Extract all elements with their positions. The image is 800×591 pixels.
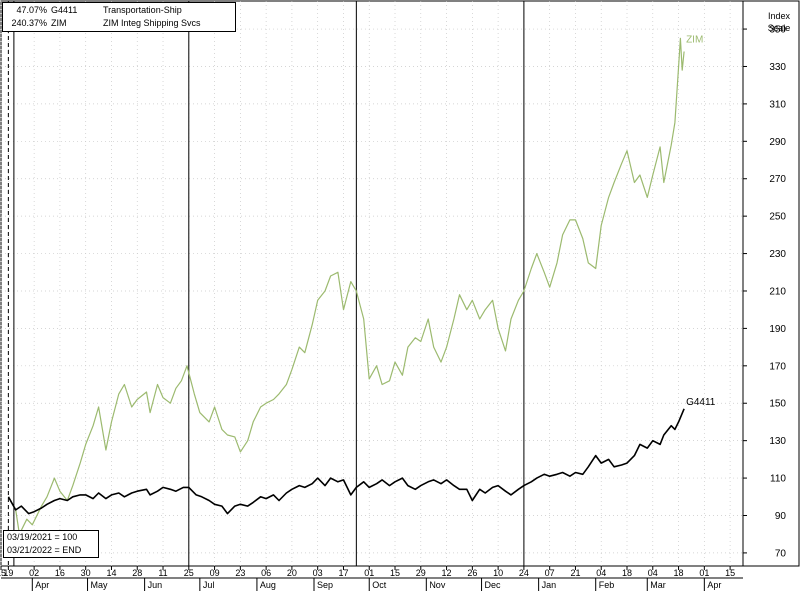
- month-label: Feb: [599, 580, 615, 590]
- y-tick-label: 290: [769, 137, 786, 148]
- y-tick-label: 130: [769, 436, 786, 447]
- y-tick-label: 270: [769, 174, 786, 185]
- month-label: Nov: [429, 580, 446, 590]
- x-tick-label: 03: [313, 568, 323, 578]
- x-tick-label: 01: [364, 568, 374, 578]
- y-tick-label: 230: [769, 249, 786, 260]
- month-label: Jul: [203, 580, 215, 590]
- month-label: Mar: [650, 580, 666, 590]
- x-tick-label: 14: [106, 568, 116, 578]
- x-tick-label: 25: [184, 568, 194, 578]
- x-tick-label: 09: [210, 568, 220, 578]
- plot-frame: [0, 0, 800, 567]
- x-tick-label: 15: [0, 568, 6, 578]
- legend-symbol: ZIM: [51, 18, 67, 28]
- month-label: Sep: [317, 580, 333, 590]
- legend-name: Transportation-Ship: [103, 5, 182, 15]
- x-tick-label: 24: [519, 568, 529, 578]
- legend-row-g4411: 47.07% G4411 Transportation-Ship: [3, 4, 235, 17]
- x-tick-label: 11: [158, 568, 167, 578]
- y-tick-label: 70: [775, 548, 787, 559]
- x-tick-label: 04: [648, 568, 658, 578]
- month-label: Apr: [35, 580, 49, 590]
- base-note-box: 03/19/2021 = 100 03/21/2022 = END: [3, 530, 99, 558]
- end-date-note: 03/21/2022 = END: [7, 545, 82, 555]
- month-label: Aug: [260, 580, 276, 590]
- x-tick-label: 28: [132, 568, 142, 578]
- series-line-g4411: [7, 408, 685, 515]
- x-tick-label: 10: [493, 568, 503, 578]
- x-tick-label: 20: [287, 568, 297, 578]
- x-tick-label: 02: [29, 568, 39, 578]
- y-tick-label: 210: [769, 286, 786, 297]
- x-tick-label: 15: [390, 568, 400, 578]
- x-tick-label: 07: [545, 568, 555, 578]
- x-tick-label: 30: [81, 568, 91, 578]
- x-tick-label: 04: [596, 568, 606, 578]
- y-tick-label: 350: [769, 25, 786, 36]
- legend-name: ZIM Integ Shipping Svcs: [103, 18, 201, 28]
- y-tick-label: 190: [769, 324, 786, 335]
- month-label: Dec: [485, 580, 502, 590]
- month-label: Jan: [542, 580, 557, 590]
- x-tick-label: 12: [442, 568, 452, 578]
- y-tick-label: 110: [770, 474, 786, 485]
- x-tick-label: 01: [699, 568, 709, 578]
- x-tick-label: 21: [570, 568, 580, 578]
- x-tick-label: 06: [261, 568, 271, 578]
- axis-title-index: Index: [767, 11, 791, 21]
- month-label: Apr: [707, 580, 721, 590]
- x-tick-label: 15: [725, 568, 735, 578]
- axis-title-scale: Scale: [767, 23, 791, 33]
- legend-pct: 240.37%: [11, 18, 47, 28]
- series-line-zim: [7, 37, 685, 535]
- x-tick-label: 29: [416, 568, 426, 578]
- y-tick-label: 310: [769, 99, 786, 110]
- legend-symbol: G4411: [51, 5, 78, 15]
- x-tick-label: 19: [3, 568, 13, 578]
- y-tick-label: 250: [769, 212, 786, 223]
- x-tick-label: 23: [235, 568, 245, 578]
- x-tick-label: 16: [55, 568, 65, 578]
- series-label-zim: ZIM: [686, 34, 703, 45]
- base-date-note: 03/19/2021 = 100: [7, 532, 78, 542]
- y-tick-label: 330: [769, 62, 786, 73]
- y-tick-label: 170: [769, 361, 786, 372]
- legend-box: 47.07% G4411 Transportation-Ship 240.37%…: [2, 2, 236, 32]
- y-tick-label: 150: [769, 399, 786, 410]
- x-tick-label: 18: [674, 568, 684, 578]
- month-label: Oct: [372, 580, 387, 590]
- series-label-g4411: G4411: [686, 397, 716, 408]
- x-tick-label: 17: [338, 568, 348, 578]
- y-tick-label: 90: [775, 511, 787, 522]
- legend-row-zim: 240.37% ZIM ZIM Integ Shipping Svcs: [3, 17, 235, 30]
- x-tick-label: 26: [467, 568, 477, 578]
- x-tick-label: 18: [622, 568, 632, 578]
- month-label: May: [91, 580, 109, 590]
- month-label: Jun: [148, 580, 163, 590]
- legend-pct: 47.07%: [16, 5, 47, 15]
